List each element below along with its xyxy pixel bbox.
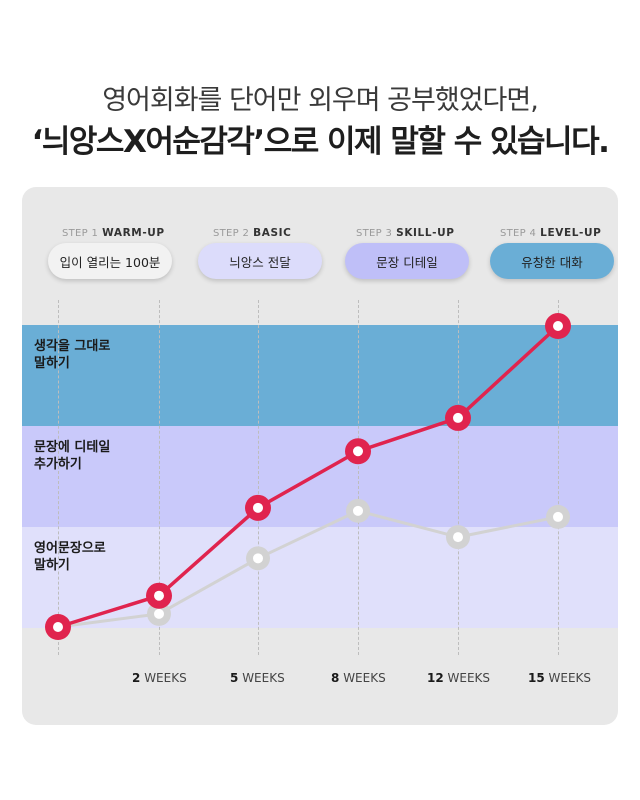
data-point-center [553,511,563,522]
data-point-center [253,502,263,513]
step-pill-warm-up: 입이 열리는 100분 [48,243,172,279]
x-label-unit: WEEKS [242,671,285,685]
band-label-line: 말하기 [34,356,70,371]
step-pill-level-up: 유창한 대화 [490,243,614,279]
x-label-number: 5 [230,671,239,685]
step-name: WARM-UP [102,227,165,239]
x-label-8-weeks: 8 WEEKS [331,671,386,685]
step-name: LEVEL-UP [540,227,602,239]
band-label-line: 영어문장으로 [34,541,106,556]
data-point-center [154,590,164,601]
step-caption-4: STEP 4 LEVEL-UP [500,227,601,239]
progress-line-chart [45,313,571,640]
guide-line [58,300,59,655]
band-label-add-detail: 문장에 디테일 추가하기 [34,439,174,473]
series-line-1 [57,509,559,629]
x-label-number: 15 [528,671,545,685]
step-number: STEP 3 [356,228,393,239]
band-label-line: 생각을 그대로 [34,339,111,354]
data-point-center [353,446,363,457]
band-label-speak-thoughts: 생각을 그대로 말하기 [34,338,174,372]
data-point-center [253,553,263,564]
headline-line-2: ‘늬앙스X어순감각’으로 이제 말할 수 있습니다. [31,124,610,160]
guide-line [358,300,359,655]
step-pill-skill-up: 문장 디테일 [345,243,469,279]
band-level-2 [22,426,618,527]
band-label-english-sentences: 영어문장으로 말하기 [34,540,174,574]
guide-line [558,300,559,655]
band-label-line: 추가하기 [34,457,82,472]
data-point-center [154,608,164,619]
step-caption-2: STEP 2 BASIC [213,227,291,239]
x-label-5-weeks: 5 WEEKS [230,671,285,685]
band-level-3 [22,325,618,426]
x-label-unit: WEEKS [447,671,491,685]
data-point-center [53,622,63,632]
guide-line [258,300,259,655]
x-label-number: 2 [132,671,141,685]
band-level-1 [22,527,618,628]
x-label-12-weeks: 12 WEEKS [427,671,490,685]
series-line-0 [57,324,560,629]
step-pill-basic: 늬앙스 전달 [198,243,322,279]
x-label-unit: WEEKS [548,671,592,685]
x-label-number: 8 [331,671,340,685]
step-number: STEP 4 [500,228,537,239]
step-name: SKILL-UP [396,227,455,239]
data-point-center [553,321,563,332]
x-label-unit: WEEKS [144,671,187,685]
x-label-number: 12 [427,671,444,685]
step-caption-1: STEP 1 WARM-UP [62,227,165,239]
x-label-2-weeks: 2 WEEKS [132,671,187,685]
band-label-line: 문장에 디테일 [34,440,111,455]
progress-chart-card: 생각을 그대로 말하기 문장에 디테일 추가하기 영어문장으로 말하기 STEP… [22,187,618,725]
data-point-center [453,532,463,543]
x-label-unit: WEEKS [343,671,386,685]
step-number: STEP 2 [213,228,250,239]
data-point-center [453,412,463,423]
step-caption-3: STEP 3 SKILL-UP [356,227,455,239]
band-label-line: 말하기 [34,558,70,573]
guide-line [159,300,160,655]
x-label-15-weeks: 15 WEEKS [528,671,591,685]
step-name: BASIC [253,227,292,239]
step-number: STEP 1 [62,228,99,239]
headline-line-1: 영어회화를 단어만 외우며 공부했었다면, [102,85,539,116]
guide-line [458,300,459,655]
data-point-center [353,505,363,516]
